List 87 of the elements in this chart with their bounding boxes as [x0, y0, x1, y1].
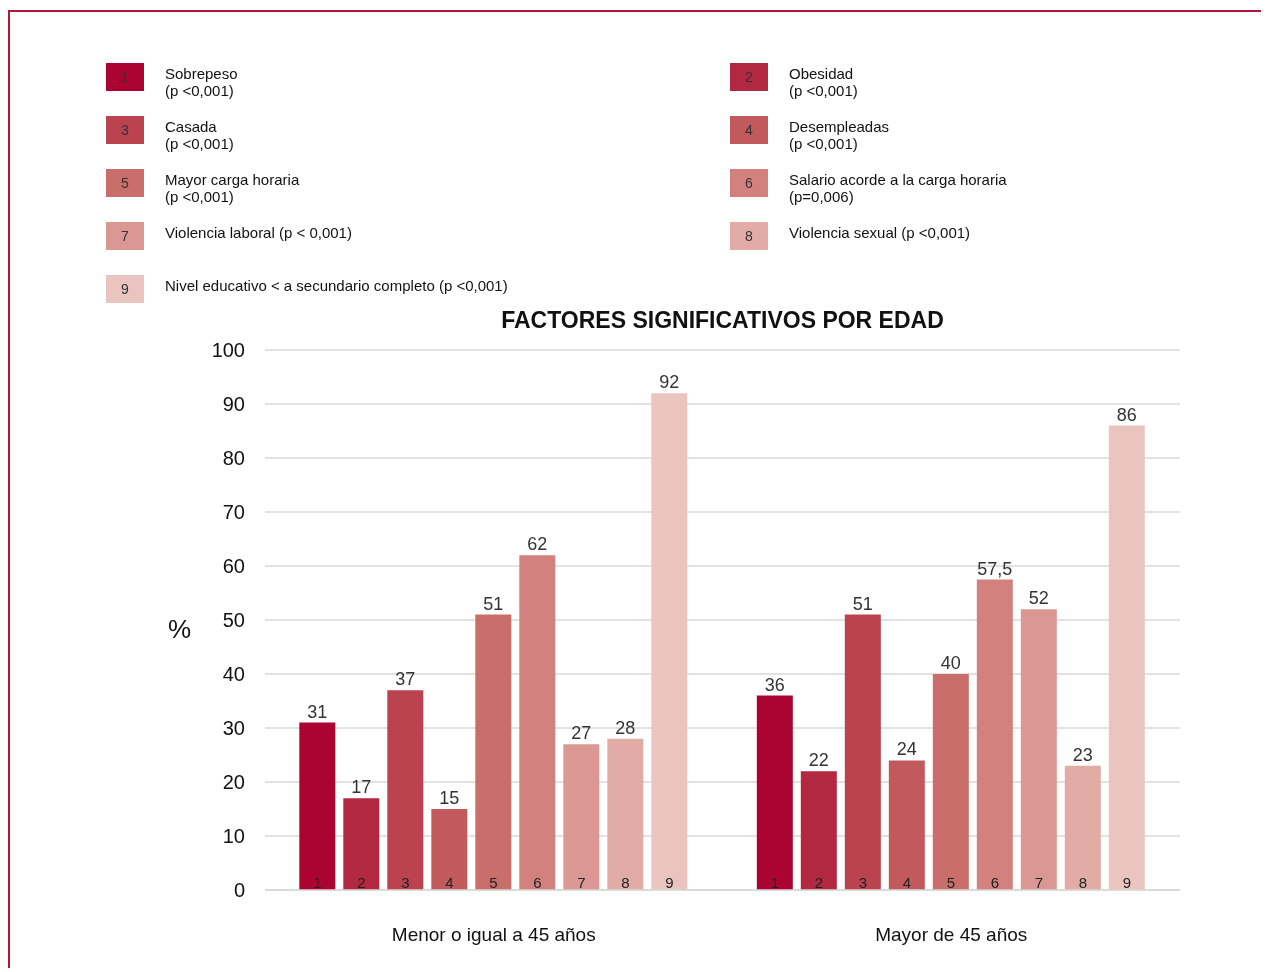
- bar: [976, 579, 1013, 890]
- legend-label: Mayor carga horaria (p <0,001): [165, 171, 300, 205]
- data-label: 57,5: [977, 558, 1013, 579]
- text: 3: [121, 122, 129, 138]
- data-label: 86: [1116, 404, 1137, 425]
- y-tick-label: 90: [222, 393, 245, 416]
- bar: [563, 744, 600, 890]
- bar: [1020, 609, 1057, 890]
- text: 1: [121, 69, 129, 85]
- x-tick-label: Mayor de 45 años: [875, 924, 1028, 946]
- text: 2: [745, 69, 753, 85]
- data-label: 36: [764, 674, 785, 695]
- text: 2: [814, 874, 823, 891]
- data-label: 37: [395, 669, 416, 690]
- text: 1: [770, 874, 779, 891]
- y-tick-label: 100: [211, 339, 245, 362]
- legend-label: Desempleadas (p <0,001): [789, 118, 890, 152]
- y-tick-label: 80: [222, 447, 245, 470]
- annotation: 1: [313, 874, 322, 891]
- y-tick-label: 60: [222, 555, 245, 578]
- chart-title: FACTORES SIGNIFICATIVOS POR EDAD: [500, 307, 945, 334]
- legend-label: Nivel educativo < a secundario completo (p <0,001): [165, 277, 508, 294]
- text: 6: [745, 175, 753, 191]
- y-axis-title: %: [168, 614, 192, 645]
- data-label: 92: [659, 372, 680, 393]
- bar: [800, 771, 837, 890]
- bar: [431, 809, 468, 890]
- annotation: 7: [577, 874, 586, 891]
- bar: [475, 614, 512, 890]
- text: 7: [121, 228, 129, 244]
- annotation: 8: [621, 874, 630, 891]
- annotation: 6: [533, 874, 542, 891]
- text: 3: [858, 874, 867, 891]
- annotation: 9: [665, 874, 674, 891]
- data-label: 52: [1028, 588, 1049, 609]
- legend-label: Obesidad (p <0,001): [789, 65, 858, 99]
- data-label: 40: [940, 653, 961, 673]
- data-label: 51: [483, 593, 504, 614]
- text: 4: [902, 874, 911, 891]
- legend-label: Casada (p <0,001): [165, 118, 234, 152]
- y-tick-label: 0: [233, 879, 245, 902]
- bar: [607, 738, 644, 890]
- bar: [343, 798, 380, 890]
- data-label: 28: [615, 717, 636, 738]
- data-label: 62: [527, 534, 548, 555]
- y-tick-label: 70: [222, 501, 245, 524]
- y-tick-label: 40: [222, 663, 245, 686]
- data-label: 22: [808, 750, 829, 771]
- bar: [651, 393, 688, 890]
- data-label: 51: [852, 593, 873, 614]
- text: 4: [745, 122, 753, 138]
- bar: [756, 695, 793, 890]
- legend-label: Violencia sexual (p <0,001): [789, 224, 971, 241]
- annotation: 3: [401, 874, 410, 891]
- bar: [299, 722, 336, 890]
- data-label: 24: [896, 739, 917, 760]
- y-tick-label: 50: [222, 609, 245, 632]
- bar: [844, 614, 881, 890]
- annotation: 5: [489, 874, 498, 891]
- text: 8: [1078, 874, 1087, 891]
- bar: [888, 760, 925, 890]
- bar: [387, 690, 424, 890]
- text: 6: [990, 874, 999, 891]
- data-label: 27: [571, 723, 592, 744]
- x-tick-label: Menor o igual a 45 años: [391, 924, 596, 946]
- text: 9: [121, 281, 129, 297]
- data-label: 23: [1072, 744, 1093, 765]
- y-tick-label: 20: [222, 771, 245, 794]
- bar: [1064, 765, 1101, 890]
- annotation: 4: [445, 874, 454, 891]
- text: 9: [1122, 874, 1131, 891]
- legend-label: Salario acorde a la carga horaria (p=0,006): [789, 171, 1007, 205]
- bar: [519, 555, 556, 890]
- data-label: 17: [351, 777, 372, 798]
- bar: [932, 674, 969, 890]
- text: 5: [946, 874, 955, 891]
- text: 5: [121, 175, 129, 191]
- bar: [1108, 425, 1145, 890]
- data-label: 31: [307, 701, 328, 722]
- legend-label: Violencia laboral (p < 0,001): [165, 224, 352, 241]
- data-label: 15: [439, 788, 460, 808]
- annotation: 2: [357, 874, 366, 891]
- text: 7: [1034, 874, 1043, 891]
- y-tick-label: 30: [222, 717, 245, 740]
- text: 8: [745, 228, 753, 244]
- y-tick-label: 10: [222, 825, 245, 848]
- legend-label: Sobrepeso (p <0,001): [165, 65, 238, 99]
